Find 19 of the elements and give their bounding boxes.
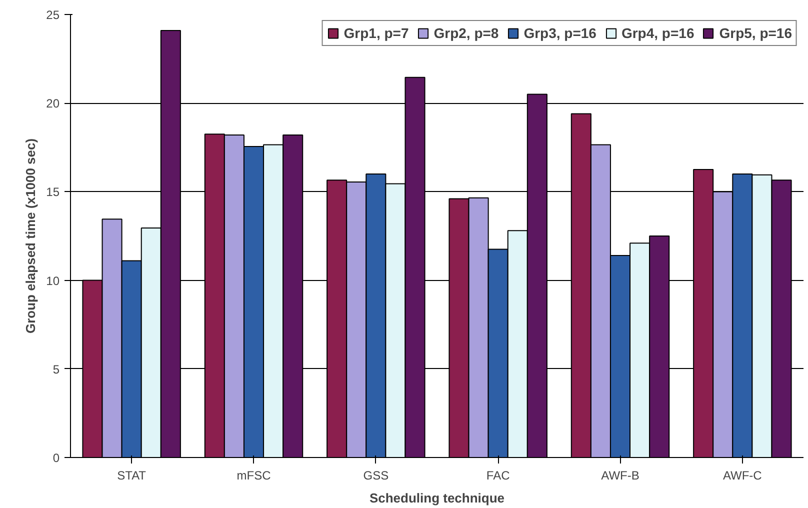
y-axis-title: Group elapsed time (x1000 sec) — [23, 138, 38, 334]
x-tick-label: AWF-C — [722, 468, 762, 482]
y-tick-label: 20 — [46, 96, 60, 111]
legend-label: Grp1, p=7 — [344, 25, 409, 41]
legend-label: Grp3, p=16 — [524, 25, 596, 41]
y-tick-label: 10 — [46, 274, 60, 288]
y-tick-label: 25 — [46, 8, 60, 22]
y-tick-label: 5 — [52, 362, 60, 376]
x-tick-label: STAT — [117, 468, 147, 482]
y-tick-label: 15 — [46, 185, 60, 200]
x-tick-label: GSS — [363, 468, 389, 482]
x-axis-title: Scheduling technique — [369, 490, 505, 506]
x-tick-label: FAC — [486, 468, 510, 482]
legend-label: Grp5, p=16 — [719, 25, 792, 41]
legend-label: Grp4, p=16 — [621, 25, 694, 41]
x-tick-label: AWF-B — [601, 468, 640, 482]
x-tick-label: mFSC — [236, 468, 272, 482]
y-tick-label: 0 — [52, 451, 60, 465]
legend-label: Grp2, p=8 — [434, 25, 499, 41]
